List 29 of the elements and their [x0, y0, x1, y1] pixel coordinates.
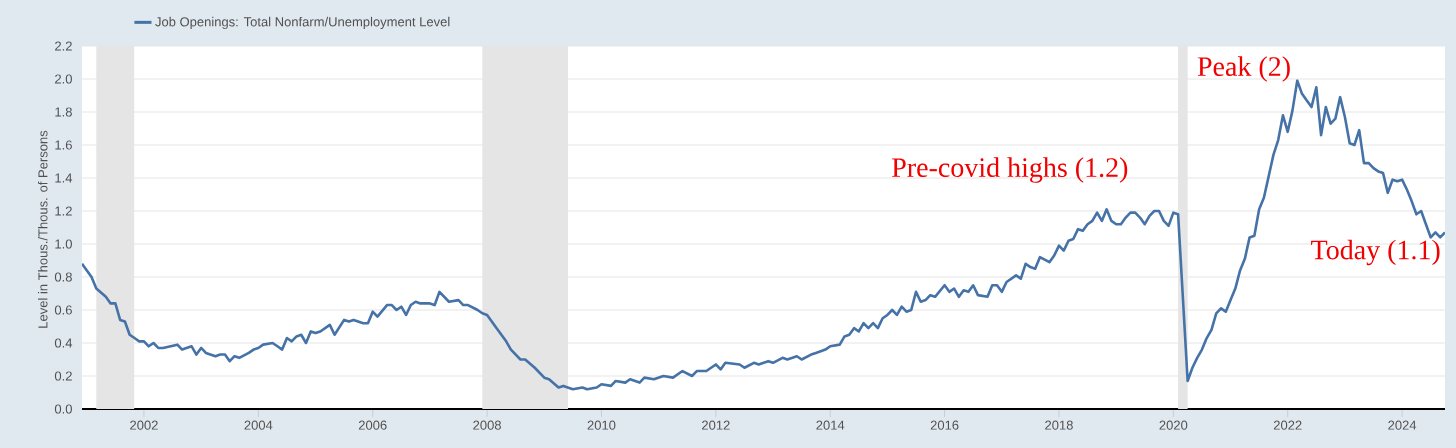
y-tick-label: 1.6	[55, 140, 72, 150]
y-tick-label: 0.6	[54, 305, 72, 315]
annotation: Pre-covid highs (1.2)	[892, 157, 1128, 183]
x-tick-label: 2016	[930, 420, 959, 430]
y-tick-label: 0.8	[54, 272, 72, 282]
x-tick-label: 2002	[130, 420, 158, 430]
y-tick-label: 1.8	[55, 107, 72, 117]
y-tick-label: 1.0	[55, 239, 72, 249]
y-tick-label: 0.4	[54, 338, 73, 348]
x-tick-label: 2008	[473, 420, 501, 430]
x-tick-label: 2010	[587, 420, 616, 430]
x-tick-label: 2024	[1388, 420, 1417, 430]
x-tick-label: 2006	[358, 420, 387, 430]
annotation: Peak (2)	[1197, 56, 1290, 82]
x-tick-label: 2004	[244, 420, 273, 430]
y-tick-label: 1.2	[55, 206, 72, 216]
legend-label: Job Openings: Total Nonfarm/Unemployment Level	[155, 16, 450, 29]
y-tick-label: 0.0	[54, 404, 72, 414]
x-tick-label: 2022	[1273, 420, 1302, 430]
x-tick-label: 2014	[816, 420, 845, 430]
y-tick-label: 2.2	[55, 41, 72, 51]
x-tick-label: 2020	[1159, 420, 1188, 430]
y-tick-label: 1.4	[55, 173, 73, 183]
y-axis-title: Level in Thous./Thous. of Persons	[37, 130, 48, 328]
x-tick-label: 2018	[1045, 420, 1073, 430]
y-tick-label: 0.2	[54, 371, 72, 381]
y-tick-label: 2.0	[55, 74, 72, 84]
x-tick-label: 2012	[702, 420, 730, 430]
annotation: Today (1.1)	[1311, 239, 1440, 266]
